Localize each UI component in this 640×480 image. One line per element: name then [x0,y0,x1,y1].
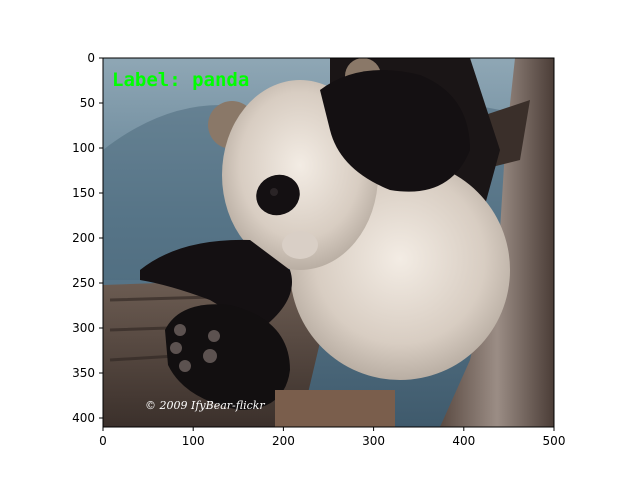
x-tick-label: 200 [272,434,295,448]
overlay-label: Label: panda [112,69,249,91]
y-tick-label: 0 [87,51,95,65]
y-tick-label: 50 [80,96,95,110]
y-tick-label: 300 [72,321,95,335]
x-tick-label: 100 [182,434,205,448]
y-tick-label: 150 [72,186,95,200]
axes-frame [102,57,555,428]
y-tick-label: 350 [72,366,95,380]
x-tick-label: 0 [99,434,107,448]
x-tick-label: 500 [543,434,566,448]
y-tick-label: 100 [72,141,95,155]
y-tick-label: 200 [72,231,95,245]
photo-credit: © 2009 IfyBear-flickr [145,399,265,412]
x-tick-label: 300 [362,434,385,448]
x-tick-label: 400 [452,434,475,448]
y-tick-label: 400 [72,411,95,425]
y-tick-label: 250 [72,276,95,290]
panda-photo [103,58,554,427]
y-axis: 0 50 100 150 200 250 300 350 400 [72,51,103,425]
x-axis: 0 100 200 300 400 500 [99,427,565,448]
